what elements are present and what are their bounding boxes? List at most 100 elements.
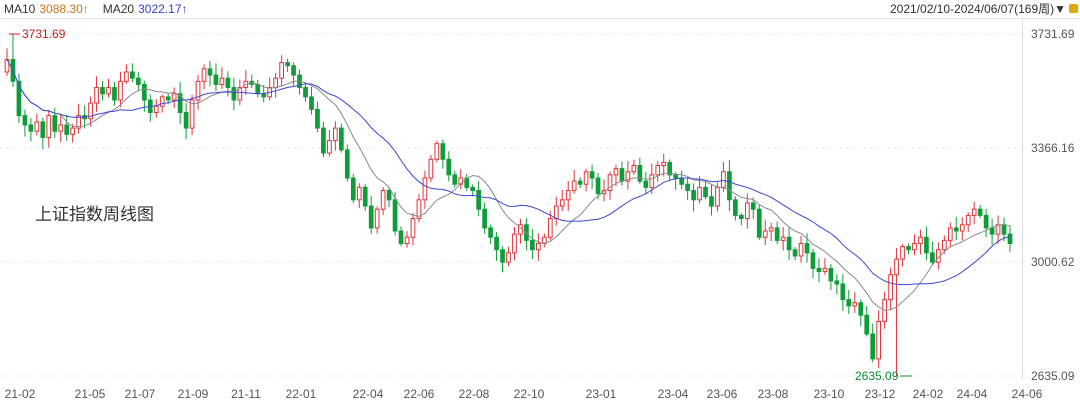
candle (344, 144, 350, 182)
candle (888, 267, 893, 311)
candle (147, 94, 153, 122)
candle (16, 73, 22, 124)
candle (589, 164, 595, 189)
candle (410, 212, 416, 246)
candle (428, 155, 434, 183)
x-tick-label: 21-07 (125, 387, 156, 401)
candle (22, 109, 28, 137)
candle (34, 113, 40, 136)
candle (249, 74, 255, 89)
candle (768, 222, 774, 242)
candle (822, 258, 828, 275)
candle (321, 121, 326, 158)
candle (10, 34, 16, 87)
candle (786, 227, 792, 260)
x-tick-label: 24-04 (957, 387, 988, 401)
candle (422, 170, 428, 209)
candle (691, 183, 696, 212)
ma10-label: MA10 (4, 2, 36, 16)
indicator-bar: MA10 3088.30↑ MA20 3022.17↑ (0, 0, 1080, 18)
candle (762, 219, 768, 246)
candle (273, 73, 279, 98)
candle (667, 159, 673, 182)
candle (512, 227, 517, 261)
candle (780, 227, 786, 251)
y-tick-label: 3000.62 (1031, 255, 1075, 269)
candle (912, 234, 917, 256)
candle (876, 310, 882, 369)
candles (4, 34, 1013, 376)
candle (100, 80, 105, 101)
ma20-line (6, 59, 1011, 286)
candle (446, 151, 452, 182)
candle (750, 197, 756, 219)
candle (756, 204, 762, 240)
candle (333, 121, 338, 151)
candle (470, 184, 476, 197)
candle (792, 247, 798, 261)
candle (685, 177, 690, 201)
candle (840, 274, 846, 311)
candle (303, 83, 308, 102)
candle (655, 161, 661, 182)
candle (219, 67, 225, 89)
date-range-selector[interactable]: 2021/02/10-2024/06/07(169周)▼ (889, 2, 1066, 16)
candle (4, 48, 10, 76)
candle (76, 103, 81, 134)
candle (995, 215, 1001, 245)
candle (207, 60, 213, 87)
x-tick-label: 22-04 (353, 387, 384, 401)
candle (231, 77, 237, 110)
candle (225, 71, 231, 97)
candle (673, 172, 679, 190)
candle (810, 248, 816, 279)
candle (553, 196, 559, 226)
candle (440, 139, 446, 169)
candle (852, 292, 858, 313)
candle (846, 289, 852, 314)
candle (518, 218, 523, 244)
candle (947, 222, 953, 248)
ma20-value: 3022.17↑ (138, 2, 188, 16)
candle (601, 179, 607, 202)
x-tick-label: 24-06 (1012, 387, 1043, 401)
moving-averages (6, 59, 1011, 311)
candle (965, 212, 971, 232)
max-value-label: 3731.69 (22, 27, 66, 41)
candle (153, 99, 159, 118)
candle (434, 140, 440, 163)
x-tick-label: 21-11 (231, 387, 261, 401)
candle (900, 243, 905, 267)
candle (500, 246, 505, 273)
candle (971, 201, 977, 225)
candle (924, 226, 929, 261)
candle (541, 233, 547, 248)
candle (953, 216, 959, 241)
x-tick-label: 23-04 (658, 387, 689, 401)
candle (547, 211, 553, 241)
candle (350, 173, 356, 204)
candle (243, 70, 249, 95)
candle (135, 71, 141, 91)
x-tick-label: 22-08 (459, 387, 490, 401)
candle (124, 64, 129, 84)
candle (416, 193, 422, 223)
lock-icon[interactable] (1069, 4, 1078, 13)
candle (959, 217, 965, 241)
candle (983, 208, 989, 238)
candle (464, 173, 470, 191)
candle (106, 79, 111, 98)
candle (213, 63, 219, 92)
candle (679, 170, 684, 190)
candle (28, 118, 34, 142)
candle (494, 232, 499, 261)
candle (40, 117, 46, 150)
candle (482, 202, 487, 234)
candle (255, 79, 261, 98)
candle (727, 160, 732, 212)
x-tick-label: 23-10 (814, 387, 845, 401)
candle (930, 241, 935, 266)
candle (141, 80, 147, 112)
x-tick-label: 22-10 (514, 387, 545, 401)
